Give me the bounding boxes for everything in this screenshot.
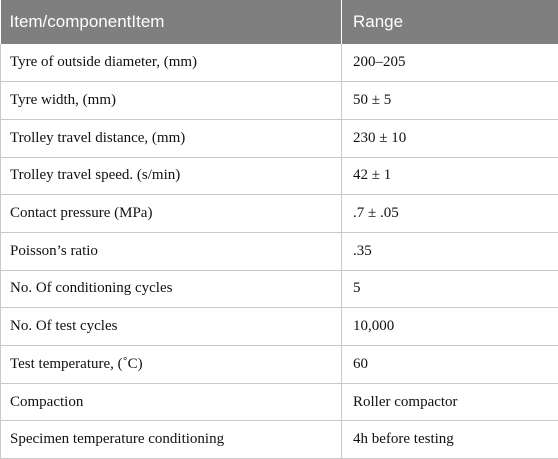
item-cell: Trolley travel speed. (s/min) (0, 157, 342, 196)
table-row: No. Of conditioning cycles 5 (0, 270, 558, 309)
range-cell: .7 ± .05 (341, 194, 558, 233)
item-cell: Specimen temperature conditioning (0, 420, 342, 459)
table-row: No. Of test cycles 10,000 (0, 307, 558, 346)
table-row: Poisson’s ratio .35 (0, 232, 558, 271)
table-row: Tyre width, (mm) 50 ± 5 (0, 81, 558, 120)
range-cell: 10,000 (341, 307, 558, 346)
range-cell: 230 ± 10 (341, 119, 558, 158)
range-cell: 200–205 (341, 44, 558, 83)
table-row: Trolley travel speed. (s/min) 42 ± 1 (0, 157, 558, 196)
item-cell: Trolley travel distance, (mm) (0, 119, 342, 158)
item-cell: Tyre of outside diameter, (mm) (0, 44, 342, 83)
table-row: Compaction Roller compactor (0, 383, 558, 422)
range-cell: 4h before testing (341, 420, 558, 459)
table-row: Tyre of outside diameter, (mm) 200–205 (0, 44, 558, 83)
range-cell: Roller compactor (341, 383, 558, 422)
range-cell: 50 ± 5 (341, 81, 558, 120)
table-row: Specimen temperature conditioning 4h bef… (0, 420, 558, 459)
range-cell: .35 (341, 232, 558, 271)
item-cell: Tyre width, (mm) (0, 81, 342, 120)
range-cell: 60 (341, 345, 558, 384)
column-header-range: Range (341, 0, 558, 44)
table-row: Trolley travel distance, (mm) 230 ± 10 (0, 119, 558, 158)
item-cell: Poisson’s ratio (0, 232, 342, 271)
table-header: Item/componentItem Range (0, 0, 558, 44)
item-cell: Contact pressure (MPa) (0, 194, 342, 233)
item-cell: No. Of conditioning cycles (0, 270, 342, 309)
table-row: Test temperature, (˚C) 60 (0, 345, 558, 384)
item-cell: Compaction (0, 383, 342, 422)
table-body: Tyre of outside diameter, (mm) 200–205 T… (0, 44, 558, 459)
item-cell: Test temperature, (˚C) (0, 345, 342, 384)
item-cell: No. Of test cycles (0, 307, 342, 346)
column-header-item: Item/componentItem (9, 12, 165, 31)
range-cell: 42 ± 1 (341, 157, 558, 196)
range-cell: 5 (341, 270, 558, 309)
header-row: Item/componentItem Range (0, 0, 558, 44)
table-row: Contact pressure (MPa) .7 ± .05 (0, 194, 558, 233)
